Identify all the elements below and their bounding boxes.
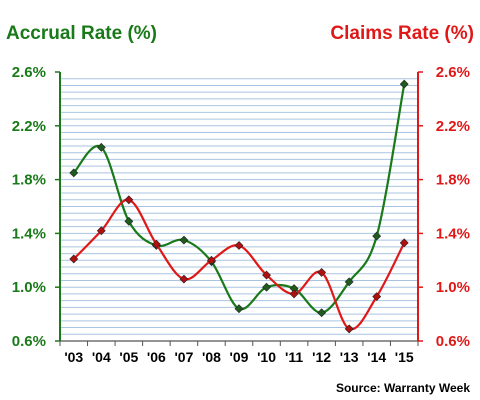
- data-point-claims: [179, 274, 189, 284]
- data-point-accrual: [179, 235, 189, 245]
- data-point-claims: [96, 226, 106, 236]
- data-point-claims: [289, 289, 299, 299]
- right-tick-label: 2.2%: [436, 118, 470, 135]
- data-point-accrual: [372, 231, 382, 241]
- x-tick-label: '10: [257, 349, 276, 365]
- data-point-claims: [317, 267, 327, 277]
- x-tick-label: '04: [92, 349, 111, 365]
- data-point-claims: [372, 292, 382, 302]
- left-tick-label: 2.6%: [12, 64, 46, 81]
- left-axis-title: Accrual Rate (%): [6, 23, 157, 44]
- left-tick-label: 1.0%: [12, 279, 46, 296]
- x-tick-label: '11: [285, 349, 303, 365]
- left-tick-label: 1.8%: [12, 172, 46, 189]
- data-point-accrual: [69, 168, 79, 178]
- data-point-accrual: [262, 282, 271, 292]
- x-tick-label: '03: [64, 349, 83, 365]
- data-point-accrual: [399, 79, 409, 89]
- right-tick-label: 1.4%: [436, 225, 470, 242]
- tick-labels: 0.6% 0.6% 1.0% 1.0% 1.4% 1.4% 1.8% 1.8% 2.2% 2.2%…: [12, 64, 470, 365]
- x-tick-label: '05: [119, 349, 138, 365]
- data-point-accrual: [317, 308, 327, 318]
- x-tick-label: '13: [340, 349, 359, 365]
- x-tick-label: '07: [174, 349, 193, 365]
- data-point-claims: [344, 324, 354, 334]
- right-tick-label: 1.0%: [436, 279, 470, 296]
- series: [69, 79, 409, 334]
- source-note: Source: Warranty Week: [336, 381, 470, 395]
- data-point-accrual: [234, 304, 244, 314]
- x-tick-label: '08: [202, 349, 221, 365]
- data-point-claims: [69, 254, 79, 264]
- data-point-accrual: [124, 216, 134, 226]
- axes: [55, 71, 423, 346]
- right-axis-title: Claims Rate (%): [330, 23, 474, 44]
- left-tick-label: 1.4%: [12, 225, 46, 242]
- data-point-claims: [151, 239, 161, 249]
- x-tick-label: '15: [395, 349, 414, 365]
- data-point-claims: [234, 241, 244, 250]
- x-tick-label: '09: [230, 349, 249, 365]
- data-point-accrual: [344, 277, 354, 287]
- data-point-accrual: [96, 142, 106, 152]
- data-point-claims: [207, 255, 216, 265]
- x-tick-label: '06: [147, 349, 166, 365]
- left-tick-label: 2.2%: [12, 118, 46, 135]
- left-tick-label: 0.6%: [12, 333, 46, 350]
- data-point-claims: [262, 270, 271, 280]
- right-tick-label: 0.6%: [436, 333, 470, 350]
- x-tick-label: '14: [367, 349, 386, 365]
- right-tick-label: 2.6%: [436, 64, 470, 81]
- data-point-claims: [399, 238, 409, 248]
- right-tick-label: 1.8%: [436, 172, 470, 189]
- data-point-claims: [124, 195, 134, 205]
- grid: [60, 72, 418, 341]
- x-tick-label: '12: [312, 349, 331, 365]
